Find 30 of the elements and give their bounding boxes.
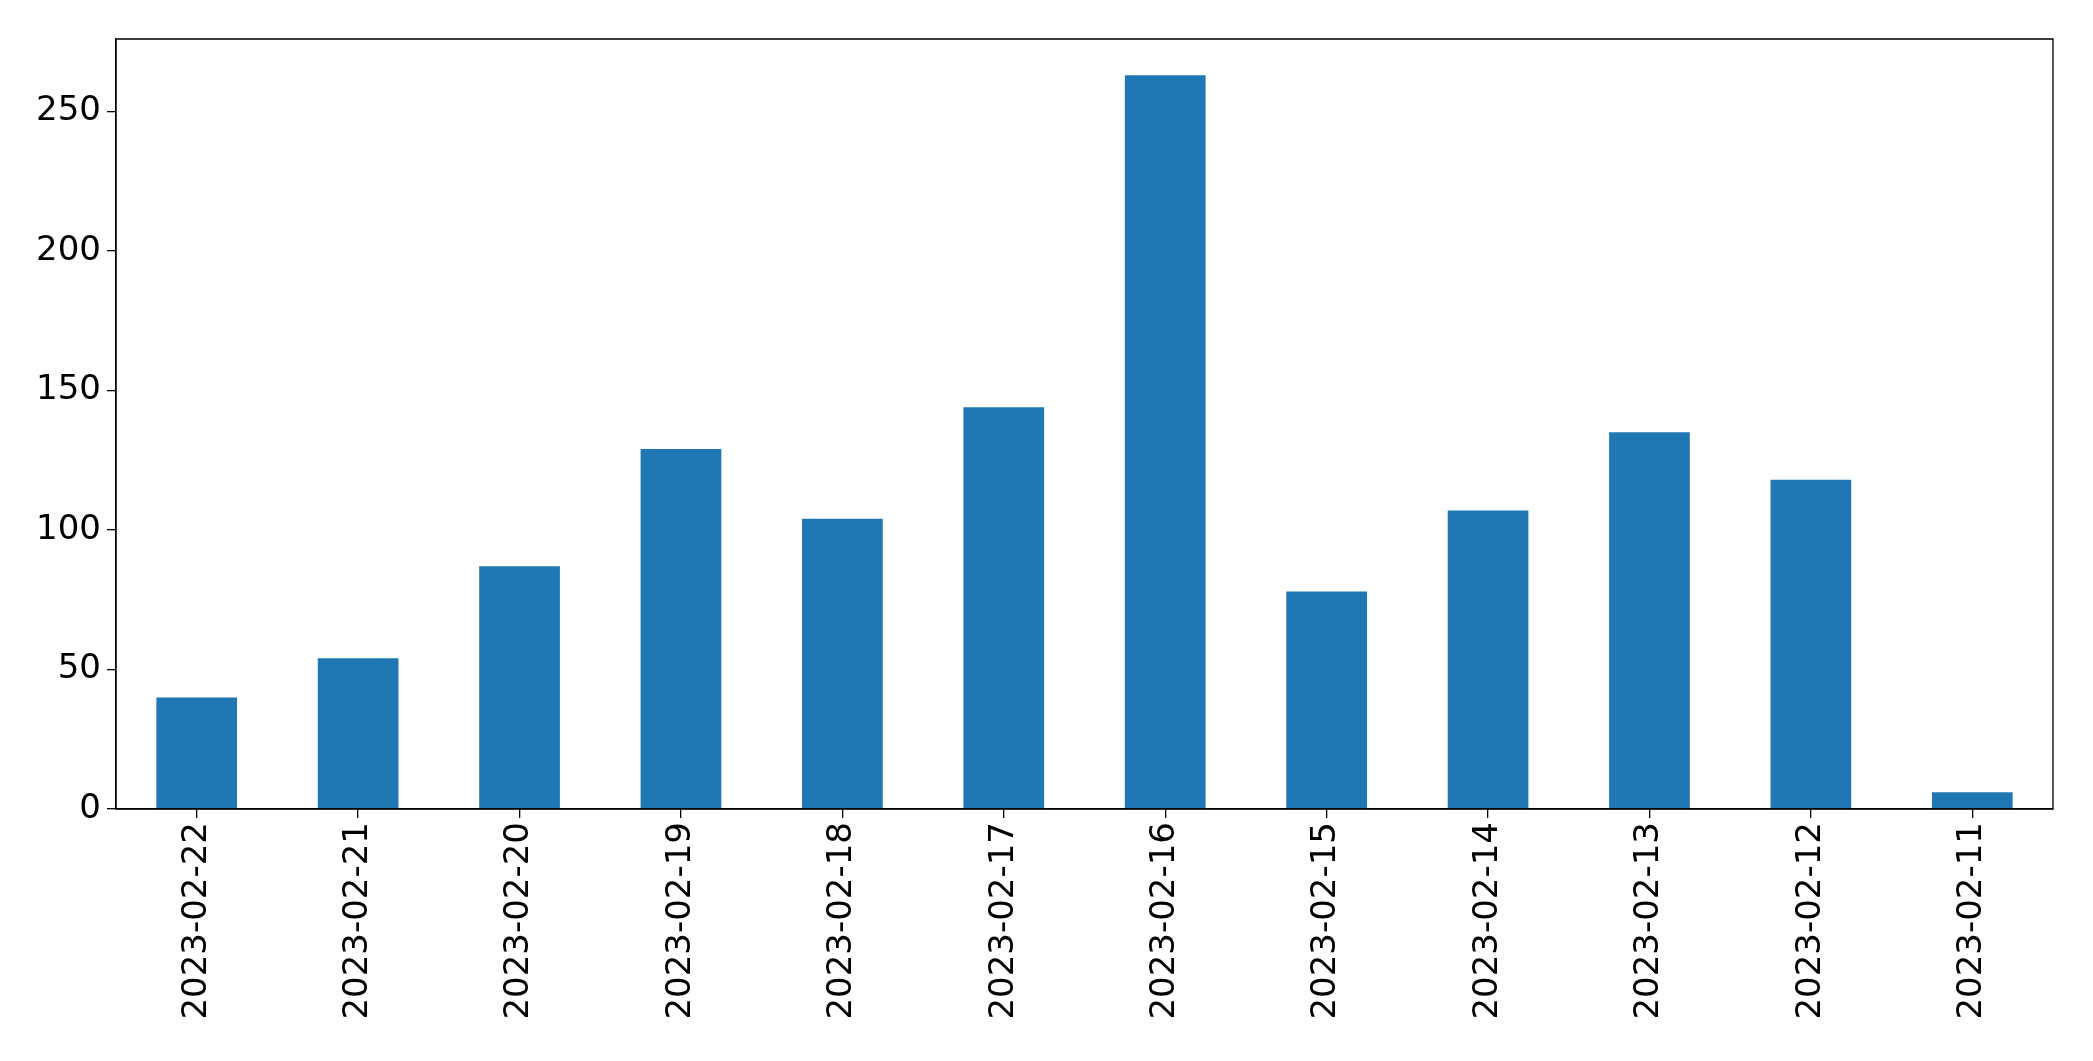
x-tick-label: 2023-02-12 — [1787, 822, 1828, 1020]
bar — [1770, 479, 1852, 809]
x-tick-label: 2023-02-17 — [980, 822, 1021, 1020]
bar — [479, 566, 560, 809]
y-tick-label: 50 — [57, 646, 101, 687]
bar — [1447, 510, 1529, 809]
bar — [1124, 75, 1206, 809]
bar — [1609, 432, 1690, 809]
x-tick-label: 2023-02-22 — [173, 822, 214, 1020]
x-tick-label: 2023-02-16 — [1142, 822, 1183, 1020]
y-tick-label: 150 — [36, 367, 101, 408]
y-tick-label: 250 — [36, 88, 101, 129]
x-tick-label: 2023-02-21 — [334, 822, 375, 1020]
x-tick-label: 2023-02-11 — [1949, 822, 1990, 1020]
bar — [640, 449, 722, 809]
bar — [802, 518, 883, 809]
x-tick-label: 2023-02-15 — [1303, 822, 1344, 1020]
y-tick-label: 0 — [79, 785, 101, 826]
x-tick-label: 2023-02-18 — [819, 822, 860, 1020]
x-tick-label: 2023-02-20 — [496, 822, 537, 1020]
bar — [156, 697, 238, 809]
y-tick-label: 200 — [36, 227, 101, 268]
bar — [1931, 792, 2013, 809]
y-tick-label: 100 — [36, 506, 101, 547]
x-tick-label: 2023-02-13 — [1626, 822, 1667, 1020]
x-tick-label: 2023-02-14 — [1464, 822, 1505, 1020]
bar — [1286, 591, 1367, 809]
bar — [317, 658, 399, 809]
x-tick-label: 2023-02-19 — [657, 822, 698, 1020]
bar — [963, 407, 1045, 809]
